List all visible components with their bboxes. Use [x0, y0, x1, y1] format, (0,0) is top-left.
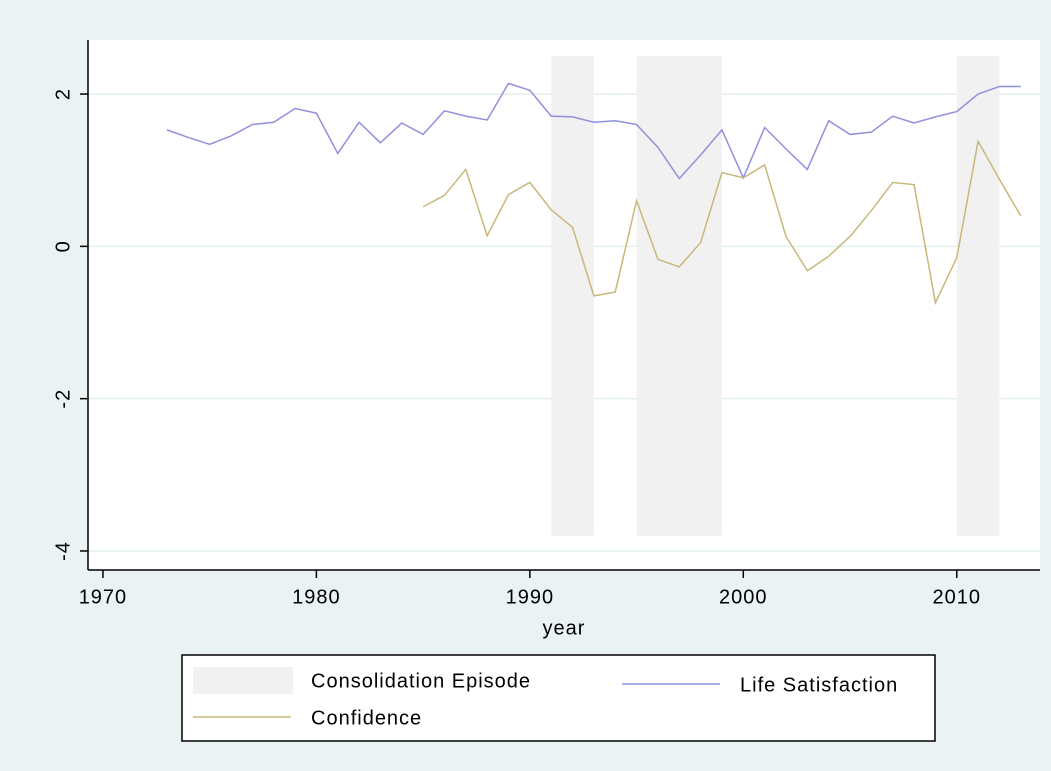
episode-band	[636, 55, 722, 536]
y-tick-label: 2	[52, 88, 74, 100]
x-tick-label: 2000	[719, 586, 768, 608]
episode-band	[956, 55, 1000, 536]
legend-label: Life Satisfaction	[740, 674, 898, 696]
legend-swatch	[193, 667, 293, 694]
x-tick-label: 2010	[933, 586, 982, 608]
x-tick-label: 1990	[506, 586, 555, 608]
x-tick-label: 1970	[79, 586, 128, 608]
y-tick-label: -2	[52, 389, 74, 409]
legend-label: Consolidation Episode	[311, 670, 531, 692]
legend-label: Confidence	[311, 707, 422, 729]
y-tick-label: -4	[52, 541, 74, 561]
y-tick-label: 0	[52, 240, 74, 252]
x-axis-label: year	[543, 617, 586, 639]
x-tick-label: 1980	[292, 586, 341, 608]
legend	[181, 654, 936, 742]
line	[166, 82, 1021, 180]
episode-band	[551, 55, 594, 536]
line	[422, 139, 1022, 306]
